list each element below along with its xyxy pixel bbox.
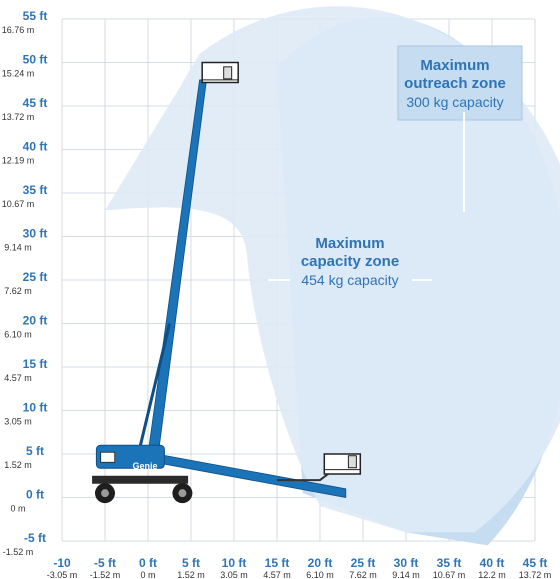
y-tick-label-m: 4.57 m [4, 373, 32, 383]
y-tick-label-ft: 55 ft [23, 9, 48, 23]
engine-vent [100, 451, 116, 463]
y-tick-label-m: 16.76 m [2, 25, 35, 35]
x-tick-label-m: 0 m [140, 570, 155, 579]
capacity-zone-title-2: capacity zone [301, 253, 399, 270]
y-tick-label-m: 12.19 m [2, 156, 35, 166]
x-tick-label-m: -1.52 m [90, 570, 121, 579]
capacity-zone-capacity: 454 kg capacity [301, 272, 398, 288]
boom-cylinder [137, 323, 171, 450]
x-axis-labels: -10-3.05 m -5 ft-1.52 m 0 ft0 m 5 ft1.52 m 1… [47, 556, 552, 579]
x-tick-label-m: 4.57 m [263, 570, 291, 579]
y-tick-label-ft: -5 ft [24, 531, 46, 545]
x-tick-label-ft: 15 ft [265, 556, 290, 570]
outreach-zone-capacity: 300 kg capacity [406, 94, 503, 110]
wheel-hub-right [178, 489, 187, 498]
outreach-zone-title-1: Maximum [420, 57, 489, 74]
capacity-zone [105, 6, 560, 533]
y-tick-label-m: 6.10 m [4, 330, 32, 340]
x-tick-label-m: 10.67 m [433, 570, 466, 579]
y-tick-label-ft: 10 ft [23, 401, 48, 415]
x-tick-label-ft: 5 ft [182, 556, 200, 570]
lowered-control-box [347, 455, 357, 469]
x-tick-label-m: 7.62 m [349, 570, 377, 579]
x-tick-label-ft: 35 ft [437, 556, 462, 570]
y-tick-label-ft: 5 ft [26, 444, 44, 458]
y-tick-label-m: 13.72 m [2, 112, 35, 122]
y-tick-label-ft: 20 ft [23, 314, 48, 328]
raised-control-box [223, 66, 233, 80]
y-tick-label-m: 7.62 m [4, 286, 32, 296]
y-tick-label-ft: 40 ft [23, 140, 48, 154]
outreach-zone-title-2: outreach zone [404, 75, 506, 92]
chassis [92, 475, 189, 484]
x-tick-label-m: -3.05 m [47, 570, 78, 579]
y-tick-label-m: -1.52 m [3, 547, 34, 557]
y-tick-label-ft: 50 ft [23, 53, 48, 67]
wheel-hub-left [101, 489, 109, 498]
y-tick-label-ft: 35 ft [23, 183, 48, 197]
x-tick-label-m: 9.14 m [392, 570, 420, 579]
y-axis-labels: 55 ft 16.76 m 50 ft 15.24 m 45 ft 13.72 m 40 f… [2, 9, 48, 557]
y-tick-label-m: 0 m [10, 504, 25, 514]
x-tick-label-ft: -5 ft [94, 556, 116, 570]
x-tick-label-m: 12.2 m [478, 570, 506, 579]
y-tick-label-ft: 45 ft [23, 96, 48, 110]
x-tick-label-ft: -10 [53, 556, 71, 570]
y-tick-label-ft: 0 ft [26, 488, 44, 502]
boom-lift-machine: Genie [92, 61, 362, 504]
y-tick-label-ft: 30 ft [23, 227, 48, 241]
y-tick-label-m: 15.24 m [2, 69, 35, 79]
x-tick-label-m: 3.05 m [220, 570, 248, 579]
x-tick-label-ft: 45 ft [523, 556, 548, 570]
x-tick-label-m: 6.10 m [306, 570, 334, 579]
y-tick-label-m: 1.52 m [4, 460, 32, 470]
y-tick-label-m: 10.67 m [2, 199, 35, 209]
capacity-zone-title-1: Maximum [315, 235, 384, 252]
y-tick-label-m: 9.14 m [4, 243, 32, 253]
outreach-callout-box [397, 45, 523, 121]
zones [105, 6, 560, 546]
x-tick-label-ft: 20 ft [308, 556, 333, 570]
x-tick-label-ft: 40 ft [480, 556, 505, 570]
x-tick-label-ft: 0 ft [139, 556, 157, 570]
y-tick-label-m: 3.05 m [4, 417, 32, 427]
brand-logo: Genie [133, 461, 158, 471]
x-tick-label-m: 13.72 m [519, 570, 552, 579]
y-tick-label-ft: 15 ft [23, 357, 48, 371]
zone-callouts: Maximum outreach zone 300 kg capacity Ma… [268, 45, 523, 288]
x-tick-label-ft: 10 ft [222, 556, 247, 570]
y-tick-label-ft: 25 ft [23, 270, 48, 284]
x-tick-label-ft: 30 ft [394, 556, 419, 570]
x-tick-label-ft: 25 ft [351, 556, 376, 570]
x-tick-label-m: 1.52 m [177, 570, 205, 579]
